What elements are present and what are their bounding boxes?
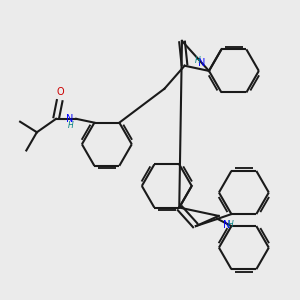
Text: N: N <box>223 220 230 230</box>
Text: N: N <box>66 114 74 124</box>
Text: O: O <box>56 87 64 97</box>
Text: H: H <box>195 56 200 65</box>
Text: H: H <box>68 121 74 130</box>
Text: H: H <box>228 220 234 229</box>
Text: N: N <box>198 58 206 68</box>
